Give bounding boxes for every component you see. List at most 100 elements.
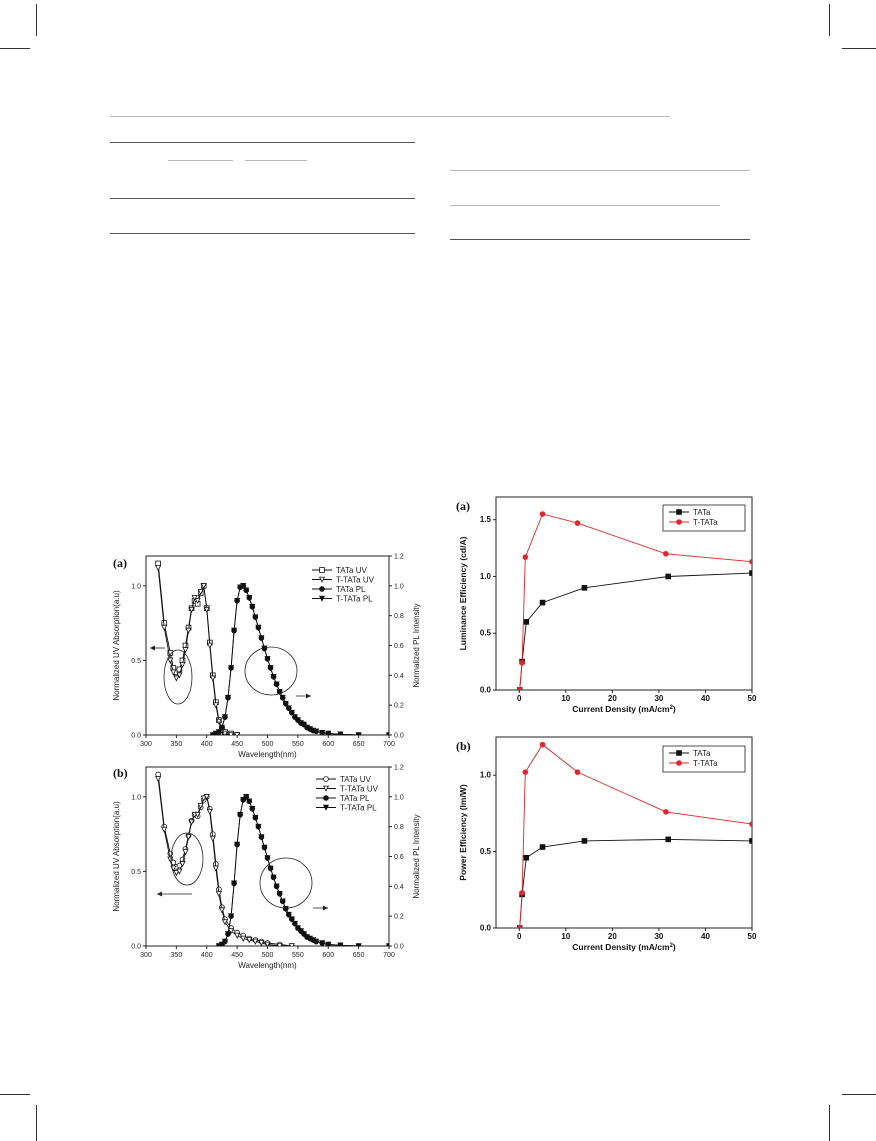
y2-axis-label: Normalized PL Intensity xyxy=(412,814,421,898)
data-point xyxy=(291,714,298,721)
y-axis-label: Power Efficiency (lm/W) xyxy=(458,784,468,881)
x-axis-label-end: ) xyxy=(673,942,676,952)
data-point xyxy=(313,938,320,945)
data-point xyxy=(522,769,529,775)
data-point xyxy=(161,826,168,833)
data-point xyxy=(243,794,250,801)
legend-marker xyxy=(323,776,329,782)
data-point xyxy=(539,844,546,850)
data-point xyxy=(264,656,271,663)
data-point xyxy=(273,883,280,890)
y-tick-label: 0.5 xyxy=(131,658,141,665)
data-point xyxy=(212,865,219,872)
series-tata-pl xyxy=(210,583,389,735)
data-point xyxy=(173,675,180,682)
legend-marker xyxy=(318,595,326,602)
data-point xyxy=(264,855,271,862)
data-point xyxy=(313,728,320,735)
x-tick-label: 20 xyxy=(608,932,617,941)
x-tick-label: 450 xyxy=(231,952,243,959)
panel-label: (a) xyxy=(113,556,127,570)
data-point xyxy=(228,928,235,935)
x-tick-label: 300 xyxy=(140,741,152,748)
data-point xyxy=(294,925,301,932)
legend-entry: T-TATa xyxy=(693,518,718,527)
data-point xyxy=(581,585,588,591)
data-point xyxy=(270,674,277,681)
series-t-tata-uv xyxy=(155,565,241,735)
data-point xyxy=(385,943,389,946)
table-rule xyxy=(450,205,720,206)
x-tick-label: 40 xyxy=(701,932,710,941)
annotation-arrowhead xyxy=(306,693,311,699)
crop-mark xyxy=(829,1105,830,1141)
x-axis-label-end: ) xyxy=(673,704,676,714)
legend-entry: T-TATa xyxy=(693,759,718,768)
annotation-ellipse xyxy=(163,649,193,705)
x-tick-label: 30 xyxy=(654,932,663,941)
data-point xyxy=(237,584,244,591)
data-point xyxy=(218,724,225,731)
y-tick-label: 1.0 xyxy=(131,794,141,801)
x-tick-label: 700 xyxy=(383,741,395,748)
data-point xyxy=(240,797,247,804)
data-point xyxy=(337,731,344,735)
data-point xyxy=(285,705,292,712)
panel-label: (b) xyxy=(456,739,471,753)
panel-label: (a) xyxy=(456,499,470,513)
data-point xyxy=(212,730,219,735)
x-tick-label: 650 xyxy=(353,741,365,748)
data-point xyxy=(176,666,183,673)
data-point xyxy=(288,943,295,946)
annotation-arrowhead xyxy=(157,891,162,897)
crop-mark xyxy=(36,1105,37,1141)
y-tick-label: 1.0 xyxy=(480,572,492,581)
data-point xyxy=(155,776,162,783)
data-point xyxy=(300,931,307,938)
data-point xyxy=(224,931,232,938)
data-point xyxy=(182,647,189,654)
series-tata xyxy=(516,570,752,690)
data-point xyxy=(337,942,344,946)
annotation-ellipse xyxy=(244,646,298,696)
data-point xyxy=(519,890,525,896)
chart-d: 0 10 20 30 40 50 0.0 0.5 1.0 Current Density (mA/… xyxy=(456,736,757,952)
data-point xyxy=(215,718,222,725)
x-tick-label: 40 xyxy=(701,694,710,703)
series-line xyxy=(212,585,389,735)
data-point xyxy=(228,913,235,920)
x-tick-label: 550 xyxy=(292,741,304,748)
data-point xyxy=(539,599,546,606)
data-point xyxy=(252,814,259,822)
data-point xyxy=(212,702,219,709)
data-point xyxy=(294,717,301,724)
panel-label: (b) xyxy=(113,766,128,780)
y-tick-label: 1.0 xyxy=(480,771,492,780)
data-point xyxy=(206,642,213,649)
series-line xyxy=(519,572,752,690)
annotation-arrowhead xyxy=(323,905,328,911)
chart-c: 0 10 20 30 40 50 0.0 0.5 1.0 1.5 Current Density (… xyxy=(456,496,757,714)
series-t-tata xyxy=(516,511,752,690)
data-point xyxy=(574,769,581,775)
data-point xyxy=(523,854,530,861)
legend-entry: TATa xyxy=(693,508,711,517)
x-axis-label-sup: 2 xyxy=(670,705,674,711)
data-point xyxy=(519,659,525,666)
legend-entry: T-TATa PL xyxy=(336,595,373,604)
x-tick-label: 30 xyxy=(654,694,663,703)
data-point xyxy=(209,732,216,735)
legend-marker xyxy=(322,785,330,792)
chart-a: 300 350 400 450 500 550 600 650 7000.00.51.00.00… xyxy=(112,554,421,760)
data-point xyxy=(574,520,581,526)
data-point xyxy=(167,650,174,656)
x-tick-label: 600 xyxy=(322,952,334,959)
table-rule xyxy=(245,160,307,161)
data-point xyxy=(176,672,183,679)
annotation-arrowhead xyxy=(150,645,155,651)
data-point xyxy=(749,570,752,576)
data-point xyxy=(258,635,265,642)
data-point xyxy=(264,941,271,946)
